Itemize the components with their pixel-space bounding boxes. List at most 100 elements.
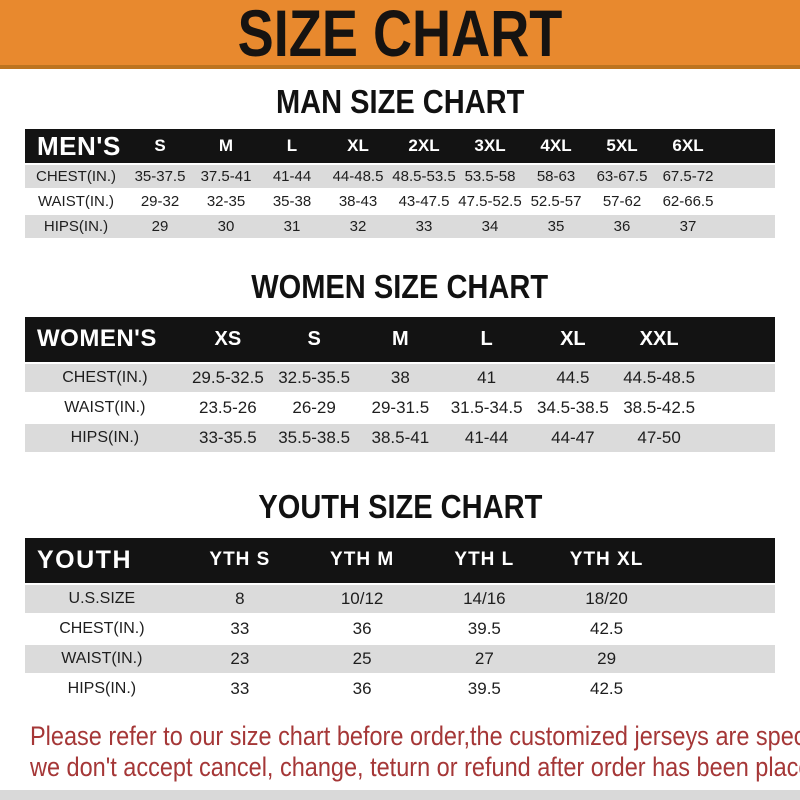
policy-line-1: Please refer to our size chart before or…: [30, 720, 800, 751]
size-column-header: 3XL: [457, 129, 523, 164]
row-spacer: [667, 674, 775, 703]
size-value: 35-38: [259, 190, 325, 214]
women-section-title-text: WOMEN SIZE CHART: [251, 268, 549, 306]
youth-section-title-text: YOUTH SIZE CHART: [258, 487, 542, 525]
size-column-header: 5XL: [589, 129, 655, 164]
size-value: 62-66.5: [655, 190, 721, 214]
size-value: 25: [300, 644, 424, 673]
banner: SIZE CHART: [0, 0, 800, 69]
row-spacer: [721, 190, 775, 214]
size-value: 36: [589, 215, 655, 239]
size-value: 36: [300, 614, 424, 643]
table-corner-label: WOMEN'S: [25, 316, 185, 362]
size-value: 23: [178, 644, 301, 673]
size-value: 35.5-38.5: [270, 423, 358, 452]
row-spacer: [667, 584, 775, 613]
table-corner-label: MEN'S: [25, 129, 127, 164]
row-spacer: [721, 165, 775, 189]
order-policy-note: Please refer to our size chart before or…: [30, 721, 800, 784]
row-spacer: [667, 614, 775, 643]
row-spacer: [667, 644, 775, 673]
size-value: 29.5-32.5: [184, 363, 271, 392]
size-value: 42.5: [545, 674, 668, 703]
size-value: 27: [423, 644, 546, 673]
size-value: 43-47.5: [391, 190, 457, 214]
size-value: 47.5-52.5: [457, 190, 523, 214]
size-value: 26-29: [270, 393, 358, 422]
youth-size-table: YOUTH YTH S YTH M YTH L YTH XL U.S.SIZE 8 10/1…: [25, 536, 775, 705]
size-column-header: 4XL: [523, 129, 589, 164]
size-value: 53.5-58: [457, 165, 523, 189]
row-label: WAIST(IN.): [25, 190, 127, 214]
size-column-header: 2XL: [391, 129, 457, 164]
size-value: 57-62: [589, 190, 655, 214]
size-value: 44.5: [529, 363, 616, 392]
table-row: CHEST(IN.) 29.5-32.5 32.5-35.5 38 41 44.5 44.5…: [25, 363, 775, 392]
man-section-title: MAN SIZE CHART: [0, 83, 800, 120]
size-value: 8: [178, 584, 301, 613]
size-value: 34: [457, 215, 523, 239]
row-label: HIPS(IN.): [25, 215, 127, 239]
size-value: 35: [523, 215, 589, 239]
size-column-header: L: [259, 129, 325, 164]
youth-header-row: YOUTH YTH S YTH M YTH L YTH XL: [25, 537, 775, 583]
row-spacer: [702, 363, 775, 392]
table-corner-label: YOUTH: [25, 537, 179, 583]
table-row: WAIST(IN.) 23.5-26 26-29 29-31.5 31.5-34.5 34…: [25, 393, 775, 422]
size-value: 34.5-38.5: [529, 393, 616, 422]
bottom-edge-bar: [0, 790, 800, 800]
header-spacer: [721, 129, 775, 164]
row-label: WAIST(IN.): [25, 393, 185, 422]
size-column-header: YTH L: [423, 537, 546, 583]
size-value: 47-50: [615, 423, 703, 452]
size-column-header: S: [127, 129, 193, 164]
table-row: WAIST(IN.) 29-32 32-35 35-38 38-43 43-47.5 47.…: [25, 190, 775, 214]
row-label: U.S.SIZE: [25, 584, 179, 613]
women-header-row: WOMEN'S XS S M L XL XXL: [25, 316, 775, 362]
row-spacer: [702, 423, 775, 452]
size-value: 63-67.5: [589, 165, 655, 189]
row-spacer: [702, 393, 775, 422]
size-value: 23.5-26: [184, 393, 271, 422]
size-column-header: XXL: [615, 316, 703, 362]
row-label: WAIST(IN.): [25, 644, 179, 673]
size-column-header: 6XL: [655, 129, 721, 164]
size-value: 30: [193, 215, 259, 239]
size-column-header: M: [357, 316, 444, 362]
size-column-header: YTH S: [178, 537, 301, 583]
size-value: 10/12: [300, 584, 424, 613]
size-value: 38: [357, 363, 444, 392]
size-value: 32-35: [193, 190, 259, 214]
size-value: 44-47: [529, 423, 616, 452]
size-value: 32: [325, 215, 391, 239]
size-value: 29: [127, 215, 193, 239]
size-value: 33-35.5: [184, 423, 271, 452]
table-row: HIPS(IN.) 29 30 31 32 33 34 35 36 37: [25, 215, 775, 239]
men-size-table: MEN'S S M L XL 2XL 3XL 4XL 5XL 6XL CHEST(IN.) 35-3…: [25, 127, 775, 240]
row-label: HIPS(IN.): [25, 674, 179, 703]
size-value: 33: [391, 215, 457, 239]
size-value: 44.5-48.5: [615, 363, 703, 392]
size-value: 58-63: [523, 165, 589, 189]
size-value: 42.5: [545, 614, 668, 643]
man-section-title-text: MAN SIZE CHART: [275, 83, 525, 120]
size-value: 33: [178, 614, 301, 643]
size-column-header: S: [270, 316, 358, 362]
size-column-header: YTH XL: [545, 537, 668, 583]
size-value: 52.5-57: [523, 190, 589, 214]
row-spacer: [721, 215, 775, 239]
size-value: 41: [443, 363, 530, 392]
size-value: 37.5-41: [193, 165, 259, 189]
size-value: 29-32: [127, 190, 193, 214]
table-row: WAIST(IN.) 23 25 27 29: [25, 644, 775, 673]
women-section-title: WOMEN SIZE CHART: [0, 268, 800, 306]
size-value: 39.5: [423, 614, 546, 643]
size-value: 29: [545, 644, 668, 673]
size-value: 29-31.5: [357, 393, 444, 422]
size-value: 33: [178, 674, 301, 703]
size-value: 18/20: [545, 584, 668, 613]
policy-line-2: we don't accept cancel, change, teturn o…: [30, 752, 800, 783]
size-column-header: XL: [325, 129, 391, 164]
table-row: U.S.SIZE 8 10/12 14/16 18/20: [25, 584, 775, 613]
